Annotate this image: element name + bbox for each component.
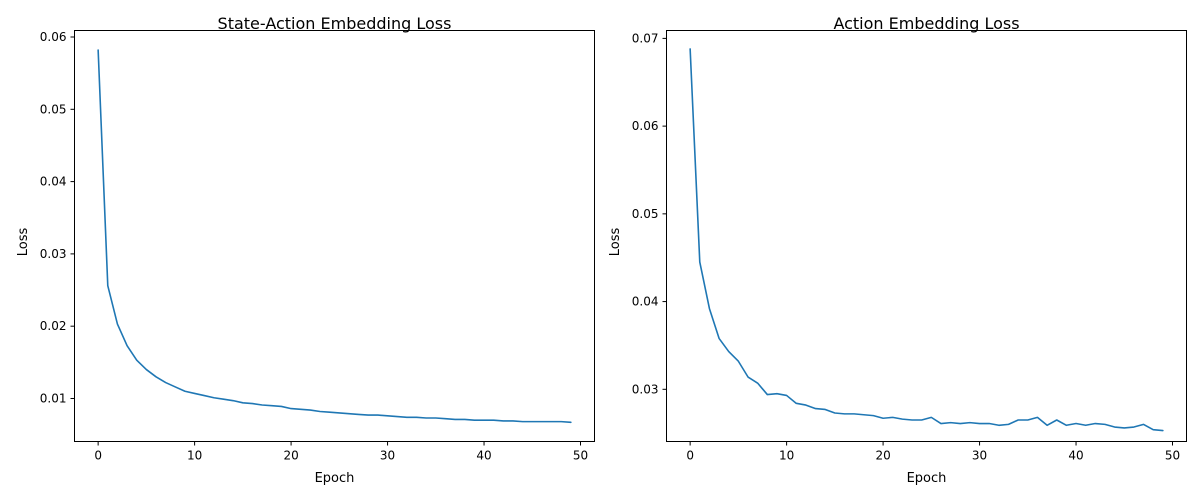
y-tick-label: 0.04 (632, 295, 659, 309)
x-tick-label: 10 (779, 449, 794, 463)
axes-frame (74, 30, 595, 442)
axis-ticks: 0 10 20 30 40 50 0.03 0.04 0.05 0.06 0.07 (632, 31, 1180, 462)
x-tick-label: 30 (972, 449, 987, 463)
x-axis-label: Epoch (907, 471, 947, 486)
y-tick-label: 0.03 (40, 247, 67, 261)
y-axis-label: Loss (16, 228, 31, 257)
x-tick-label: 30 (380, 449, 395, 463)
y-tick-label: 0.03 (632, 382, 659, 396)
series-line (97, 49, 572, 424)
y-tick-label: 0.07 (632, 31, 659, 45)
chart-state-action-embedding-loss: State-Action Embedding Loss Epoch Loss 0… (16, 14, 595, 486)
y-tick-label: 0.05 (40, 102, 67, 116)
x-tick-label: 0 (94, 449, 102, 463)
y-tick-label: 0.01 (40, 391, 67, 405)
plot-area (689, 48, 1164, 432)
plot-area (97, 49, 572, 424)
x-tick-label: 50 (1165, 449, 1180, 463)
y-tick-label: 0.02 (40, 319, 67, 333)
x-axis-label: Epoch (315, 471, 355, 486)
y-axis-label: Loss (608, 228, 623, 257)
x-tick-label: 20 (283, 449, 298, 463)
x-tick-label: 0 (686, 449, 694, 463)
chart-action-embedding-loss: Action Embedding Loss Epoch Loss 0 10 20 30… (608, 14, 1187, 486)
series-line (689, 48, 1164, 432)
y-tick-label: 0.05 (632, 207, 659, 221)
axes-frame (666, 30, 1187, 442)
axis-ticks: 0 10 20 30 40 50 0.01 0.02 0.03 0.04 0.05 0.06 (40, 30, 588, 462)
y-tick-label: 0.06 (632, 119, 659, 133)
x-tick-label: 40 (476, 449, 491, 463)
x-tick-label: 20 (875, 449, 890, 463)
y-tick-label: 0.04 (40, 175, 67, 189)
x-tick-label: 10 (187, 449, 202, 463)
chart-title: Action Embedding Loss (833, 14, 1019, 33)
y-tick-label: 0.06 (40, 30, 67, 44)
x-tick-label: 50 (573, 449, 588, 463)
x-tick-label: 40 (1068, 449, 1083, 463)
chart-title: State-Action Embedding Loss (218, 14, 452, 33)
